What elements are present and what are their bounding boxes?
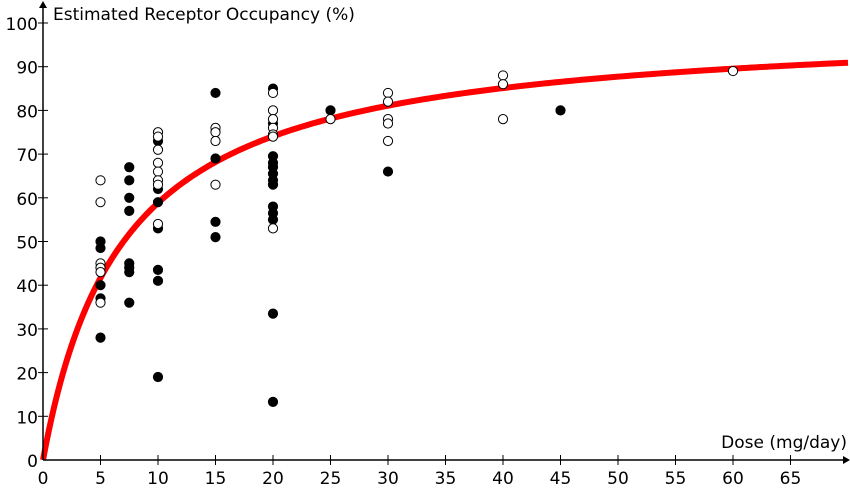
x-tick-label: 20 (262, 469, 284, 488)
x-axis-title: Dose (mg/day) (721, 433, 847, 453)
filled-data-point (152, 264, 164, 276)
filled-data-point (267, 179, 279, 190)
open-data-point (382, 87, 394, 99)
filled-data-point (267, 214, 279, 225)
open-data-point (95, 266, 106, 278)
open-data-point (497, 114, 509, 125)
open-data-point (267, 114, 279, 125)
x-tick-label: 10 (147, 469, 169, 488)
y-tick-label: 0 (27, 452, 38, 472)
x-tick-label: 35 (435, 469, 457, 488)
x-tick-label: 50 (607, 469, 629, 488)
open-data-point (210, 135, 221, 147)
open-data-point (210, 179, 221, 190)
y-tick-label: 80 (16, 102, 38, 122)
filled-data-point (325, 105, 336, 116)
open-data-point (267, 105, 279, 116)
open-data-point (95, 175, 106, 186)
open-data-point (727, 65, 739, 77)
filled-data-point (124, 205, 135, 217)
filled-data-point (382, 166, 394, 177)
x-tick-label: 15 (205, 469, 227, 488)
y-tick-label: 50 (16, 234, 38, 254)
open-data-point (497, 79, 509, 90)
filled-data-point (210, 216, 221, 227)
y-tick-label: 30 (16, 321, 38, 341)
open-data-point (152, 166, 164, 177)
x-tick-label: 45 (550, 469, 572, 488)
axes: 0 5 10 15 20 25 30 35 40 45 50 55 60 65 0 10 20 30 40 50 60 7… (6, 1, 850, 488)
open-data-point (382, 135, 394, 147)
filled-data-point (267, 396, 279, 407)
filled-data-point (95, 332, 106, 343)
y-tick-label: 70 (16, 146, 38, 166)
filled-data-point (555, 105, 566, 116)
data-points (95, 65, 739, 407)
filled-data-point (210, 232, 221, 243)
filled-data-point (124, 297, 135, 308)
x-axis-arrow-icon (843, 456, 850, 464)
y-tick-label: 20 (16, 365, 38, 385)
open-data-point (382, 118, 394, 129)
x-tick-label: 30 (377, 469, 399, 488)
filled-data-point (95, 242, 106, 254)
fitted-curve (40, 59, 849, 461)
filled-data-point (152, 197, 164, 208)
open-data-point (152, 179, 164, 190)
fitted-curve-line (40, 59, 849, 461)
open-data-point (267, 87, 279, 99)
x-tick-label: 0 (38, 469, 49, 488)
open-data-point (325, 114, 336, 125)
filled-data-point (124, 162, 135, 173)
open-data-point (497, 70, 509, 81)
open-data-point (152, 218, 164, 230)
open-data-point (210, 127, 221, 138)
y-tick-label: 90 (16, 59, 38, 79)
filled-data-point (267, 308, 279, 319)
open-data-point (382, 96, 394, 107)
y-axis-arrow-icon (39, 1, 47, 8)
filled-data-point (124, 192, 135, 203)
x-tick-label: 55 (665, 469, 687, 488)
y-tick-label: 10 (16, 408, 38, 428)
x-tick-label: 25 (320, 469, 342, 488)
filled-data-point (124, 266, 135, 278)
filled-data-point (152, 275, 164, 286)
x-tick-label: 40 (492, 469, 514, 488)
y-tick-label: 60 (16, 190, 38, 210)
y-tick-label: 100 (6, 15, 38, 35)
filled-data-point (210, 87, 221, 99)
open-data-point (267, 223, 279, 234)
filled-data-point (152, 371, 164, 383)
filled-data-point (124, 175, 135, 186)
open-data-point (267, 131, 279, 142)
open-data-point (152, 131, 164, 142)
x-tick-label: 5 (95, 469, 106, 488)
filled-data-point (95, 280, 106, 291)
x-tick-label: 65 (780, 469, 802, 488)
open-data-point (95, 297, 106, 308)
open-data-point (95, 197, 106, 208)
open-data-point (152, 144, 164, 155)
x-tick-label: 60 (722, 469, 744, 488)
y-tick-label: 40 (16, 277, 38, 297)
open-data-point (152, 157, 164, 168)
filled-data-point (210, 153, 221, 164)
y-axis-title: Estimated Receptor Occupancy (%) (53, 5, 355, 25)
